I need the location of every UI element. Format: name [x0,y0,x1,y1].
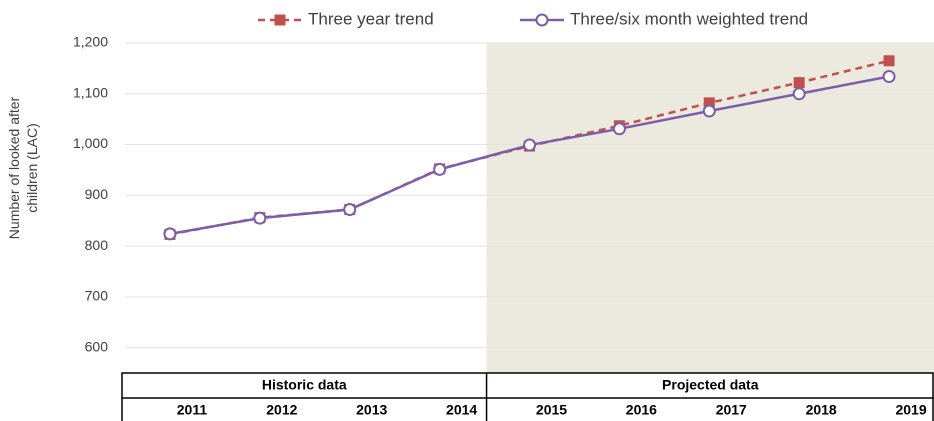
section-label: Projected data [662,377,759,393]
x-tick-label: 2016 [626,402,657,418]
marker [433,162,447,176]
marker [253,211,267,225]
x-tick-label: 2019 [895,402,926,418]
y-tick-label: 1,000 [73,135,108,151]
marker [883,55,895,67]
marker [523,138,536,152]
x-tick-label: 2018 [806,402,837,418]
marker [882,70,896,84]
legend-label: Three year trend [308,9,434,28]
marker [703,97,715,109]
projection-shade [486,43,934,373]
y-tick-label: 700 [85,288,109,304]
y-tick-label: 1,100 [73,84,108,100]
x-tick-label: 2017 [716,402,747,418]
x-tick-label: 2012 [266,402,297,418]
marker [612,122,626,136]
legend-label: Three/six month weighted trend [570,9,808,28]
marker [793,77,805,89]
legend-marker [535,13,549,27]
x-tick-label: 2011 [177,402,208,418]
marker [343,203,357,217]
y-tick-label: 1,200 [73,34,108,50]
y-axis-label: Number of looked after children (LAC) [6,96,40,240]
marker [163,227,177,241]
section-label: Historic data [262,377,347,393]
y-tick-label: 900 [85,186,109,202]
x-tick-label: 2013 [356,402,387,418]
legend-marker [274,14,286,26]
x-tick-label: 2015 [536,402,567,418]
marker [702,104,716,118]
x-tick-label: 2014 [446,402,477,418]
y-tick-label: 600 [85,338,109,354]
y-tick-label: 800 [85,237,109,253]
marker [792,87,806,101]
